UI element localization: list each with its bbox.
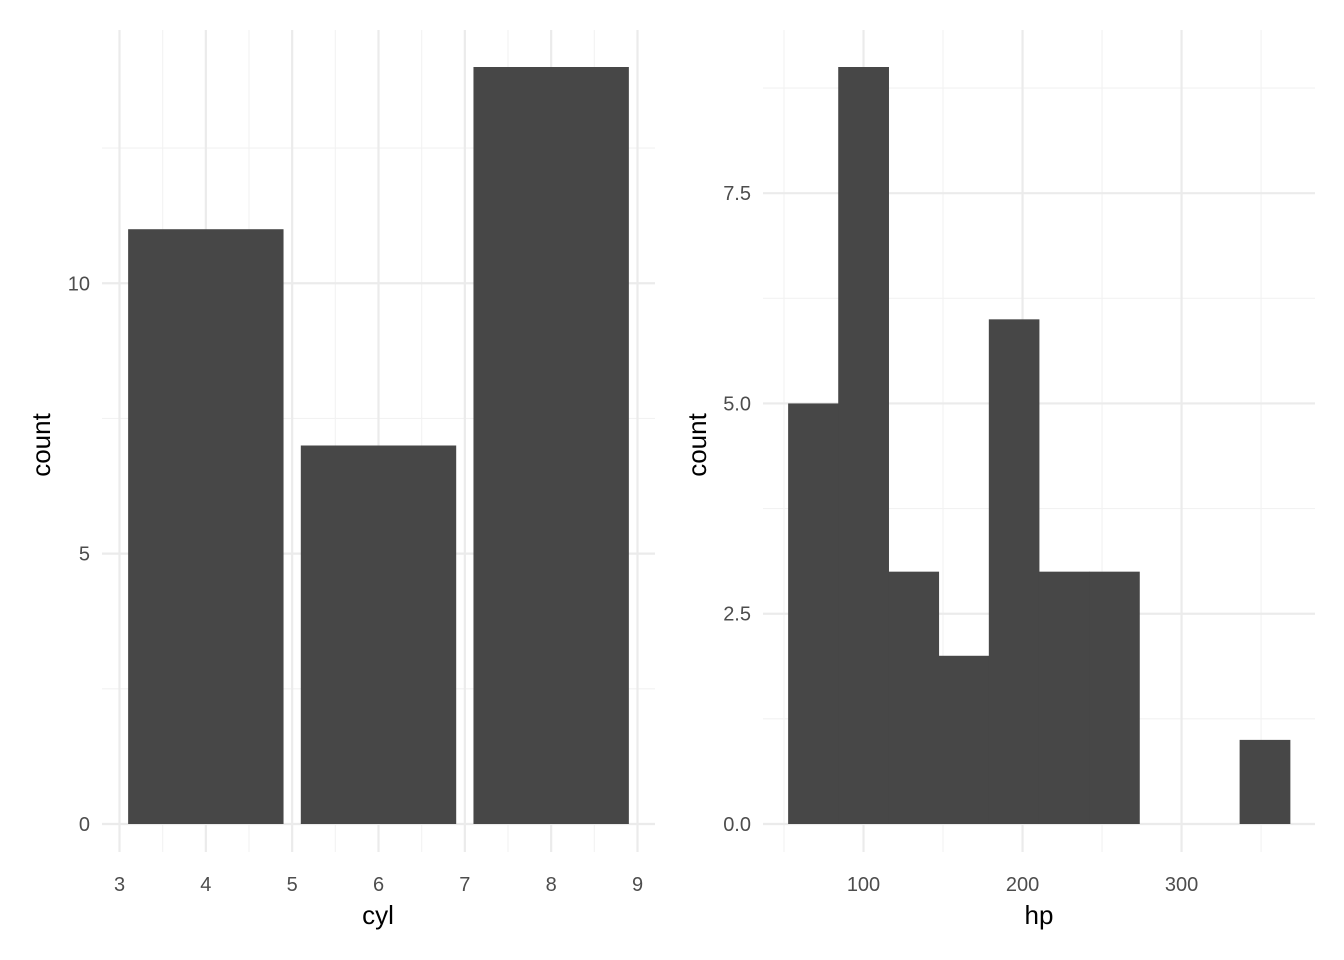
y-tick-label: 2.5 [723, 604, 751, 626]
histogram-bar [1089, 571, 1140, 824]
bar-cyl-4 [128, 229, 284, 824]
y-tick-label: 0.0 [723, 814, 751, 836]
bar-cyl-8 [473, 67, 629, 824]
x-tick-label: 5 [287, 874, 298, 896]
x-tick-label: 4 [200, 874, 211, 896]
x-tick-label: 300 [1165, 874, 1198, 896]
y-tick-label: 0 [79, 814, 90, 836]
histogram-bar [1038, 571, 1090, 824]
x-tick-label: 100 [847, 874, 880, 896]
histogram-bar [988, 319, 1040, 824]
cyl-bars [128, 67, 629, 824]
x-tick-label: 8 [546, 874, 557, 896]
y-tick-label: 5.0 [723, 393, 751, 415]
y-tick-label: 10 [68, 273, 90, 295]
hp-tick-labels: 100 200 300 0.0 2.5 5.0 7.5 [723, 183, 1198, 896]
hp-histogram: 100 200 300 0.0 2.5 5.0 7.5 hp count [682, 30, 1315, 930]
histogram-bar [838, 67, 889, 824]
histogram-bar [938, 655, 990, 824]
histogram-bar [888, 571, 940, 824]
bar-cyl-6 [300, 445, 457, 824]
x-tick-label: 6 [373, 874, 384, 896]
x-tick-label: 3 [114, 874, 125, 896]
x-tick-label: 9 [632, 874, 643, 896]
cyl-y-axis-title: count [26, 412, 56, 476]
hp-y-axis-title: count [682, 412, 712, 476]
hp-bars [788, 67, 1291, 824]
cyl-tick-labels: 3 4 5 6 7 8 9 0 5 10 [68, 273, 643, 896]
histogram-bar [1239, 739, 1291, 824]
y-tick-label: 5 [79, 544, 90, 566]
cyl-x-axis-title: cyl [362, 900, 394, 930]
x-tick-label: 7 [459, 874, 470, 896]
cyl-bar-chart: 3 4 5 6 7 8 9 0 5 10 cyl count [26, 30, 655, 930]
hp-x-axis-title: hp [1025, 900, 1054, 930]
histogram-bar [788, 403, 839, 824]
y-tick-label: 7.5 [723, 183, 751, 205]
x-tick-label: 200 [1006, 874, 1039, 896]
